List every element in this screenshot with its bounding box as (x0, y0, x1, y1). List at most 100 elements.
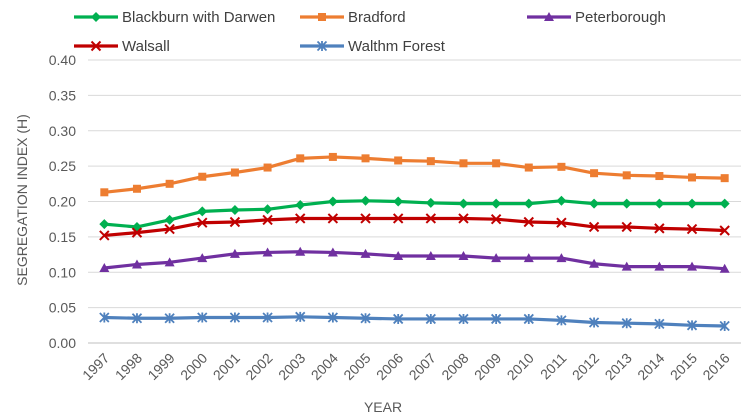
data-point (654, 223, 665, 234)
data-point (425, 313, 436, 325)
data-point (458, 250, 469, 260)
data-point (523, 253, 534, 263)
legend-marker (318, 13, 326, 21)
legend-marker (544, 12, 554, 21)
series-line (104, 216, 725, 238)
data-point (490, 313, 502, 325)
y-tick-label: 0.20 (49, 194, 76, 210)
data-point (327, 196, 338, 207)
y-axis-ticks: 0.00 0.05 0.10 0.15 0.20 0.25 0.30 0.35 0.40 (49, 52, 76, 351)
y-tick-label: 0.40 (49, 52, 76, 68)
data-point (719, 320, 730, 332)
legend-label: Walthm Forest (348, 38, 446, 55)
data-point (557, 162, 566, 171)
data-point (99, 263, 110, 273)
data-point (295, 246, 306, 256)
x-tick-label: 2007 (406, 350, 439, 383)
data-point (262, 312, 273, 323)
data-point (621, 221, 632, 233)
data-point (588, 221, 600, 233)
legend-item: Peterborough (527, 9, 666, 26)
data-point (197, 253, 208, 263)
series-line (104, 155, 725, 194)
data-point (719, 198, 730, 209)
data-point (197, 217, 208, 228)
legend-marker (90, 40, 102, 52)
legend-marker (316, 40, 328, 52)
x-tick-label: 2013 (602, 350, 635, 383)
data-point (393, 313, 404, 325)
data-point (654, 198, 665, 209)
y-tick-label: 0.15 (49, 229, 76, 245)
legend-item: Bradford (300, 9, 406, 26)
legend-label: Walsall (122, 38, 170, 55)
data-point (100, 188, 109, 197)
legend-label: Peterborough (575, 9, 666, 26)
series-line (104, 250, 725, 271)
x-tick-label: 2006 (373, 350, 406, 383)
data-point (263, 163, 272, 172)
x-tick-label: 1997 (79, 350, 112, 383)
data-point (360, 248, 371, 258)
data-point (491, 198, 502, 209)
data-point (556, 195, 567, 206)
series-walsall (99, 213, 730, 241)
series-bradford (100, 152, 729, 197)
y-axis-title: SEGREGATION INDEX (H) (14, 114, 30, 286)
data-point (99, 312, 110, 323)
data-point (686, 320, 698, 331)
data-point (295, 200, 306, 211)
data-point (687, 261, 698, 271)
data-point (621, 198, 632, 209)
data-point (523, 198, 534, 209)
data-point (361, 154, 370, 163)
data-point (524, 163, 533, 172)
data-point (491, 253, 502, 263)
data-point (556, 217, 567, 228)
data-point (425, 213, 437, 224)
data-point (622, 171, 631, 180)
x-tick-label: 2014 (634, 350, 667, 383)
y-tick-label: 0.35 (49, 87, 76, 103)
x-tick-label: 2016 (699, 350, 732, 383)
data-point (458, 313, 469, 325)
y-tick-label: 0.25 (49, 158, 76, 174)
data-point (490, 213, 502, 225)
x-tick-label: 2004 (308, 350, 341, 383)
legend: Blackburn with Darwen Bradford Peterboroug… (74, 9, 666, 55)
data-point (425, 250, 436, 260)
data-point (426, 157, 435, 166)
data-point (523, 313, 534, 325)
data-point (523, 216, 534, 228)
data-point (230, 168, 239, 177)
data-point (556, 253, 567, 263)
data-point (589, 258, 600, 268)
data-point (556, 315, 567, 326)
data-point (295, 311, 306, 322)
x-tick-label: 2008 (438, 350, 471, 383)
data-point (720, 174, 729, 183)
data-point (393, 250, 404, 260)
x-tick-label: 2010 (504, 350, 537, 383)
data-point (229, 248, 240, 258)
data-point (327, 213, 339, 224)
x-tick-label: 2000 (177, 350, 210, 383)
data-point (164, 313, 175, 324)
data-point (458, 198, 469, 209)
data-point (392, 213, 404, 224)
legend-item: Walthm Forest (300, 38, 446, 55)
data-point (458, 213, 469, 224)
legend-label: Blackburn with Darwen (122, 9, 275, 26)
data-point (686, 223, 698, 235)
data-point (459, 159, 468, 168)
data-point (719, 263, 730, 273)
data-point (654, 318, 665, 330)
data-point (328, 152, 337, 161)
x-tick-label: 2015 (667, 350, 700, 383)
x-tick-label: 2012 (569, 350, 602, 383)
data-point (164, 223, 175, 235)
data-point (132, 184, 141, 193)
data-point (621, 318, 632, 329)
data-point (262, 247, 273, 257)
data-point (131, 227, 143, 238)
